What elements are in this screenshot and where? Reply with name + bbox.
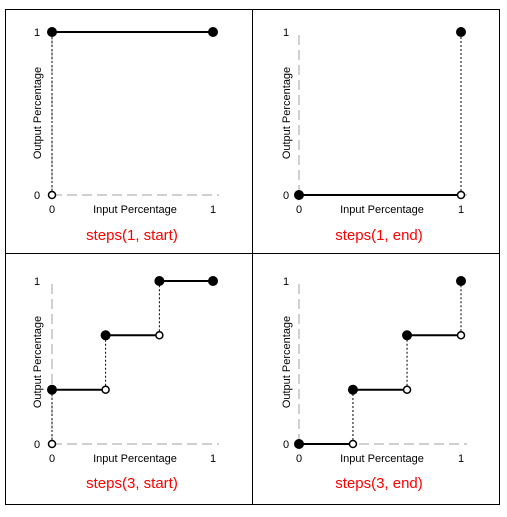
y-axis-title: Output Percentage bbox=[32, 316, 44, 408]
x-tick-label-0: 0 bbox=[296, 204, 302, 216]
y-tick-label-1: 1 bbox=[283, 27, 289, 39]
x-axis-title: Input Percentage bbox=[93, 453, 177, 465]
panel-caption: steps(3, start) bbox=[86, 475, 178, 492]
y-axis-title: Output Percentage bbox=[281, 67, 293, 159]
open-point bbox=[348, 439, 358, 449]
y-axis-title: Output Percentage bbox=[281, 316, 293, 408]
y-tick-label-1: 1 bbox=[34, 276, 40, 288]
x-tick-label-1: 1 bbox=[210, 204, 216, 216]
x-tick-label-0: 0 bbox=[49, 204, 55, 216]
step-panel-steps-1-end: 1 0 0 1 Input Percentage Output Percenta… bbox=[281, 27, 467, 244]
y-tick-label-0: 0 bbox=[34, 190, 40, 202]
y-tick-label-1: 1 bbox=[34, 27, 40, 39]
filled-point bbox=[47, 27, 57, 37]
filled-point bbox=[294, 439, 304, 449]
x-axis-title: Input Percentage bbox=[340, 204, 424, 216]
step-panel-steps-3-start: 1 0 0 1 Input Percentage Output Percenta… bbox=[32, 276, 219, 492]
x-axis-title: Input Percentage bbox=[93, 204, 177, 216]
filled-point bbox=[402, 330, 413, 341]
filled-point bbox=[208, 27, 218, 37]
filled-point bbox=[456, 27, 466, 37]
x-tick-label-1: 1 bbox=[458, 453, 464, 465]
filled-point bbox=[208, 276, 218, 286]
x-axis-title: Input Percentage bbox=[340, 453, 424, 465]
filled-point bbox=[47, 384, 57, 395]
filled-point bbox=[347, 384, 358, 395]
open-point bbox=[402, 385, 412, 394]
y-tick-label-0: 0 bbox=[283, 190, 289, 202]
panel-caption: steps(1, start) bbox=[86, 227, 178, 244]
open-point bbox=[47, 190, 57, 200]
y-tick-label-1: 1 bbox=[283, 276, 289, 288]
open-point bbox=[456, 331, 466, 340]
filled-point bbox=[294, 190, 304, 200]
panel-frame bbox=[252, 253, 500, 505]
step-panel-steps-3-end: 1 0 0 1 Input Percentage Output Percenta… bbox=[281, 276, 467, 492]
panel-caption: steps(3, end) bbox=[335, 475, 423, 492]
y-tick-label-0: 0 bbox=[283, 439, 289, 451]
y-axis-title: Output Percentage bbox=[32, 67, 44, 159]
x-tick-label-1: 1 bbox=[458, 204, 464, 216]
panel-caption: steps(1, end) bbox=[335, 227, 423, 244]
open-point bbox=[101, 385, 110, 394]
open-point bbox=[47, 439, 57, 449]
y-tick-label-0: 0 bbox=[34, 439, 40, 451]
open-point bbox=[456, 190, 466, 200]
step-panel-steps-1-start: 1 0 0 1 Input Percentage Output Percenta… bbox=[32, 27, 219, 244]
filled-point bbox=[100, 330, 111, 341]
x-tick-label-0: 0 bbox=[296, 453, 302, 465]
filled-point bbox=[456, 276, 466, 286]
x-tick-label-1: 1 bbox=[210, 453, 216, 465]
filled-point bbox=[154, 276, 165, 286]
open-point bbox=[155, 331, 164, 340]
x-tick-label-0: 0 bbox=[49, 453, 55, 465]
